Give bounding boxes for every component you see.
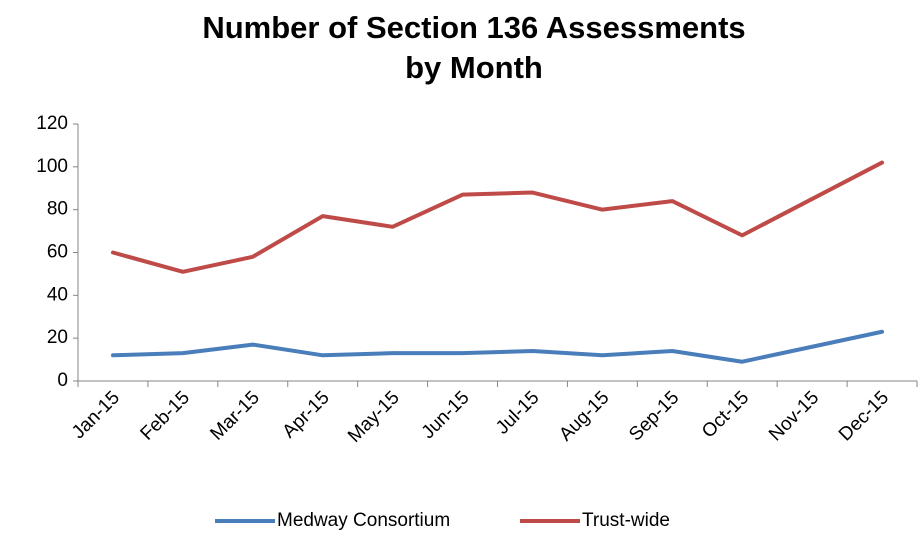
y-tick-label: 0 — [57, 370, 68, 391]
x-tick-label: Sep-15 — [625, 387, 683, 445]
chart-title: by Month — [405, 50, 543, 85]
legend-label: Trust-wide — [582, 510, 670, 531]
x-tick-label: Dec-15 — [835, 387, 893, 445]
x-tick-label: Mar-15 — [206, 387, 263, 444]
x-tick-label: May-15 — [344, 387, 404, 447]
y-tick-label: 120 — [36, 113, 68, 134]
x-tick-label: Aug-15 — [555, 387, 613, 445]
chart-title: Number of Section 136 Assessments — [202, 10, 745, 45]
y-tick-label: 40 — [47, 284, 68, 305]
y-tick-label: 100 — [36, 156, 68, 177]
y-tick-label: 80 — [47, 199, 68, 220]
x-tick-label: Feb-15 — [137, 387, 194, 444]
x-tick-label: Oct-15 — [698, 387, 753, 442]
legend-label: Medway Consortium — [277, 510, 450, 531]
y-tick-label: 60 — [47, 242, 68, 263]
series-line — [110, 329, 885, 364]
x-tick-label: Jun-15 — [418, 387, 474, 443]
x-tick-label: Apr-15 — [279, 387, 334, 442]
x-tick-label: Jul-15 — [492, 387, 543, 438]
series-line — [110, 160, 885, 274]
y-tick-label: 20 — [47, 327, 68, 348]
x-tick-label: Nov-15 — [765, 387, 823, 445]
x-tick-label: Jan-15 — [68, 387, 124, 443]
